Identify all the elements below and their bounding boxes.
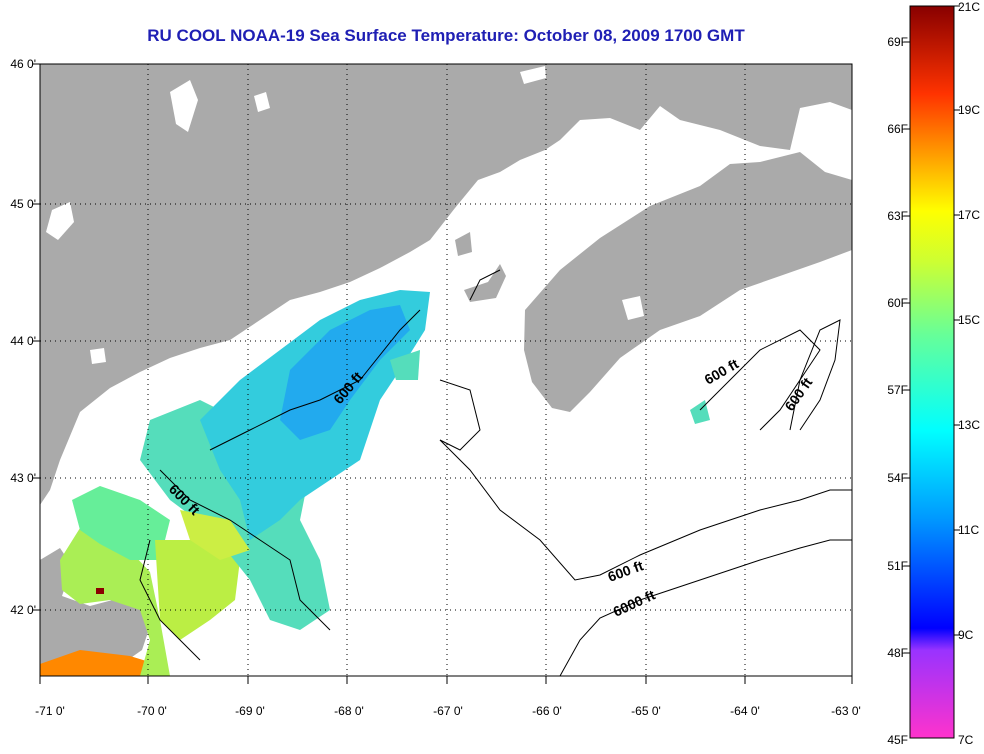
colorbar-label-c: 13C <box>958 418 981 432</box>
land-mainland <box>40 64 852 505</box>
x-tick-label: -68 0' <box>334 704 364 718</box>
colorbar-label-c: 9C <box>958 628 974 642</box>
y-tick-label: 43 0' <box>10 471 36 485</box>
bathymetry-contours <box>139 269 852 676</box>
land-cape-cod <box>40 548 150 676</box>
lake <box>170 80 198 132</box>
colorbar-label-c: 21C <box>958 0 981 14</box>
colorbar-label-f: 69F <box>887 35 908 49</box>
lake <box>90 348 106 364</box>
x-tick-label: -71 0' <box>35 704 65 718</box>
colorbar-label-f: 51F <box>887 559 908 573</box>
lake <box>254 92 270 112</box>
lake <box>520 66 546 84</box>
land-grand-manan <box>455 232 472 256</box>
x-tick-label: -67 0' <box>433 704 463 718</box>
y-tick-label: 46 0' <box>10 57 36 71</box>
colorbar-label-f: 66F <box>887 122 908 136</box>
colorbar <box>909 5 955 739</box>
colorbar-label-f: 45F <box>887 733 908 747</box>
land-nova-scotia <box>524 152 852 412</box>
colorbar-label-c: 11C <box>958 523 980 537</box>
map-title: RU COOL NOAA-19 Sea Surface Temperature:… <box>147 26 745 45</box>
grid-lines <box>40 64 852 676</box>
x-tick-label: -63 0' <box>831 704 861 718</box>
y-tick-label: 42 0' <box>10 603 36 617</box>
colorbar-label-f: 63F <box>887 209 908 223</box>
colorbar-label-c: 7C <box>958 733 974 747</box>
map-frame <box>39 63 853 677</box>
x-tick-label: -66 0' <box>532 704 562 718</box>
colorbar-ticks <box>904 5 960 654</box>
x-tick-label: -70 0' <box>137 704 167 718</box>
x-tick-label: -69 0' <box>235 704 265 718</box>
sst-data-patches <box>40 290 710 676</box>
x-tick-label: -65 0' <box>631 704 661 718</box>
colorbar-label-f: 60F <box>887 296 908 310</box>
colorbar-label-f: 54F <box>887 471 908 485</box>
y-tick-label: 44 0' <box>10 334 36 348</box>
colorbar-label-c: 17C <box>958 208 981 222</box>
colorbar-label-c: 15C <box>958 313 981 327</box>
colorbar-label-f: 57F <box>887 383 908 397</box>
colorbar-label-f: 48F <box>887 646 908 660</box>
land-island <box>464 264 506 302</box>
y-tick-label: 45 0' <box>10 197 36 211</box>
lake <box>46 202 74 240</box>
axis-ticks <box>32 63 853 684</box>
colorbar-label-c: 19C <box>958 103 981 117</box>
x-tick-label: -64 0' <box>730 704 760 718</box>
lake <box>622 296 644 320</box>
